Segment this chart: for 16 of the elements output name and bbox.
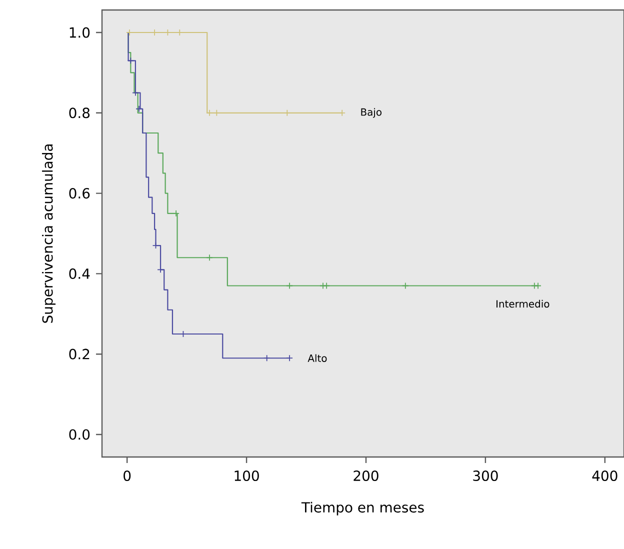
- series-label: Intermedio: [496, 300, 550, 308]
- x-tick-label: 400: [592, 470, 618, 482]
- x-tick-label: 100: [234, 470, 259, 482]
- x-tick-label: 0: [124, 470, 131, 482]
- series-label: Alto: [308, 354, 327, 362]
- x-tick-label: 300: [473, 470, 498, 482]
- y-tick-label: 0.0: [69, 429, 90, 440]
- y-tick-label: 0.8: [69, 108, 90, 118]
- y-axis-title: Supervivencia acumulada: [42, 144, 56, 323]
- y-tick-label: 1.0: [70, 27, 90, 38]
- x-axis-title: Tiempo en meses: [301, 502, 424, 516]
- series-label: Bajo: [361, 108, 382, 118]
- x-tick-label: 200: [354, 470, 378, 482]
- y-tick-label: 0.6: [69, 188, 90, 199]
- y-tick-label: 0.4: [69, 268, 90, 279]
- y-tick-label: 0.2: [69, 348, 90, 360]
